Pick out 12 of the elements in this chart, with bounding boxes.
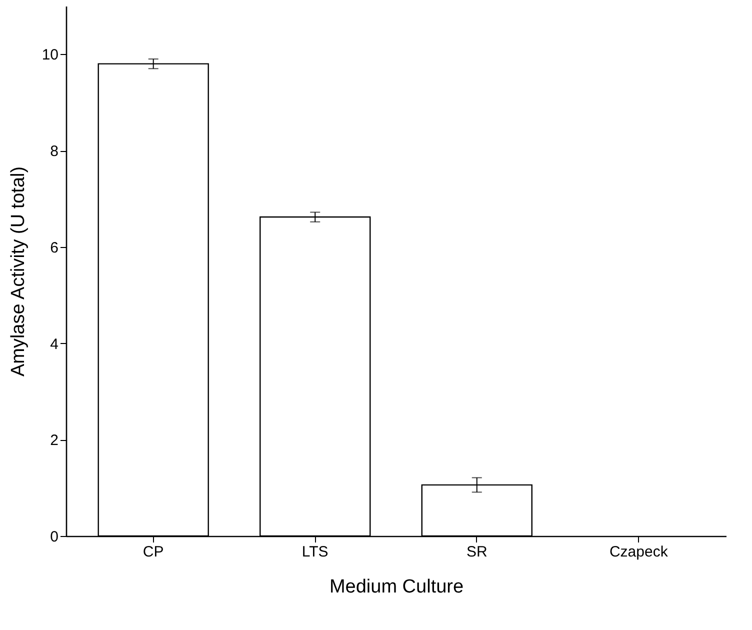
x-axis-title: Medium Culture [329,576,464,598]
y-tick-label: 0 [50,528,58,546]
x-tick-label: Czapeck [609,544,668,560]
y-tick-label: 10 [42,46,58,64]
y-tick-label: 8 [50,143,58,160]
y-tick-label: 2 [50,432,58,450]
x-tick-label: LTS [302,544,328,560]
x-tick-label: CP [142,544,164,560]
x-tick-label: SR [466,544,488,560]
y-tick-label: 6 [50,239,58,256]
y-axis-title: Amylase Activity (U total) [8,166,29,377]
y-tick-label: 4 [50,336,58,353]
